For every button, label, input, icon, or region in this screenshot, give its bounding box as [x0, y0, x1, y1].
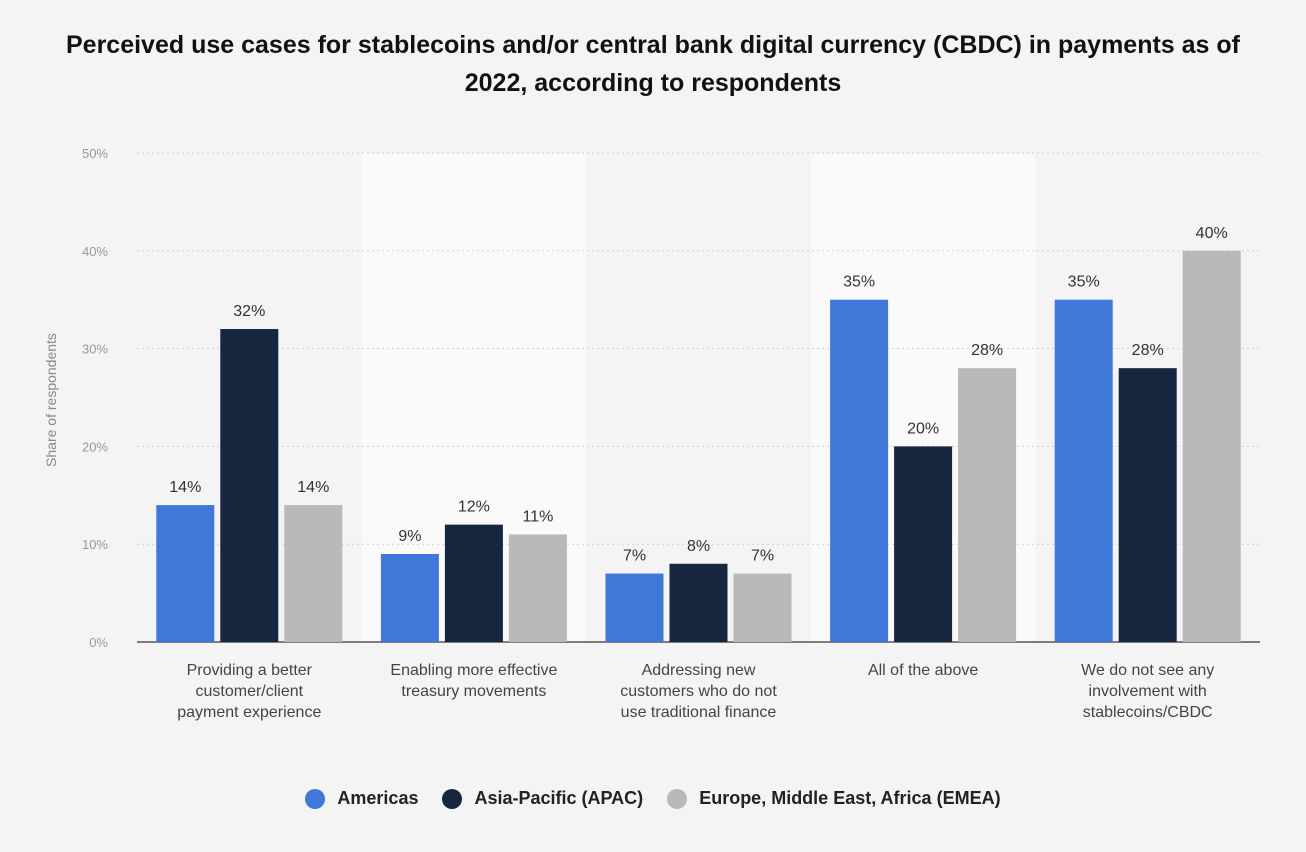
- bar: [444, 524, 503, 642]
- x-tick-label: Providing a better customer/client payment…: [177, 662, 322, 721]
- data-label: 14%: [297, 479, 329, 496]
- data-label: 12%: [458, 499, 490, 516]
- legend-item[interactable]: Europe, Middle East, Africa (EMEA): [667, 788, 1001, 809]
- data-label: 28%: [971, 342, 1003, 359]
- bar: [284, 505, 343, 642]
- bar: [380, 553, 439, 642]
- bar: [508, 534, 567, 642]
- legend-label: Americas: [337, 788, 419, 808]
- data-label: 11%: [522, 508, 553, 525]
- y-tick-label: 20%: [82, 439, 108, 454]
- data-label: 8%: [687, 538, 710, 555]
- y-tick-label: 30%: [82, 342, 108, 357]
- bar: [605, 573, 664, 642]
- bar: [669, 563, 728, 642]
- legend-item[interactable]: Asia-Pacific (APAC): [442, 788, 643, 809]
- y-tick-label: 40%: [82, 244, 108, 259]
- bar: [156, 505, 215, 642]
- x-tick-label: All of the above: [867, 662, 979, 679]
- data-label: 9%: [398, 528, 421, 545]
- legend-label: Asia-Pacific (APAC): [474, 788, 644, 808]
- data-label: 35%: [843, 274, 875, 291]
- bar: [1182, 250, 1241, 643]
- data-label: 14%: [169, 479, 201, 496]
- legend-swatch: [442, 788, 463, 809]
- legend-label: Europe, Middle East, Africa (EMEA): [699, 788, 1001, 808]
- legend-swatch: [667, 788, 688, 809]
- bar: [1054, 299, 1113, 642]
- data-label: 32%: [233, 303, 265, 320]
- x-tick-label: Addressing new customers who do not use tr…: [620, 662, 777, 721]
- data-label: 35%: [1068, 274, 1100, 291]
- data-label: 7%: [623, 548, 646, 565]
- y-tick-label: 0%: [89, 635, 108, 650]
- y-tick-label: 10%: [82, 537, 108, 552]
- x-tick-label: We do not see any involvement with stablec…: [1081, 662, 1215, 721]
- legend-item[interactable]: Americas: [305, 788, 418, 809]
- bar: [894, 446, 953, 642]
- legend-swatch: [305, 788, 326, 809]
- data-label: 40%: [1196, 225, 1228, 242]
- y-tick-label: 50%: [82, 146, 108, 161]
- data-label: 7%: [751, 548, 774, 565]
- chart-title: Perceived use cases for stablecoins and/…: [66, 31, 1240, 97]
- data-label: 28%: [1132, 342, 1164, 359]
- x-tick-label: Enabling more effective treasury movement…: [390, 662, 558, 700]
- bar: [958, 368, 1017, 642]
- bar: [830, 299, 889, 642]
- bar: [733, 573, 792, 642]
- bar: [220, 329, 279, 642]
- bar: [1118, 368, 1177, 642]
- legend: Americas Asia-Pacific (APAC) Europe, Middl…: [0, 788, 1306, 809]
- data-label: 20%: [907, 420, 939, 437]
